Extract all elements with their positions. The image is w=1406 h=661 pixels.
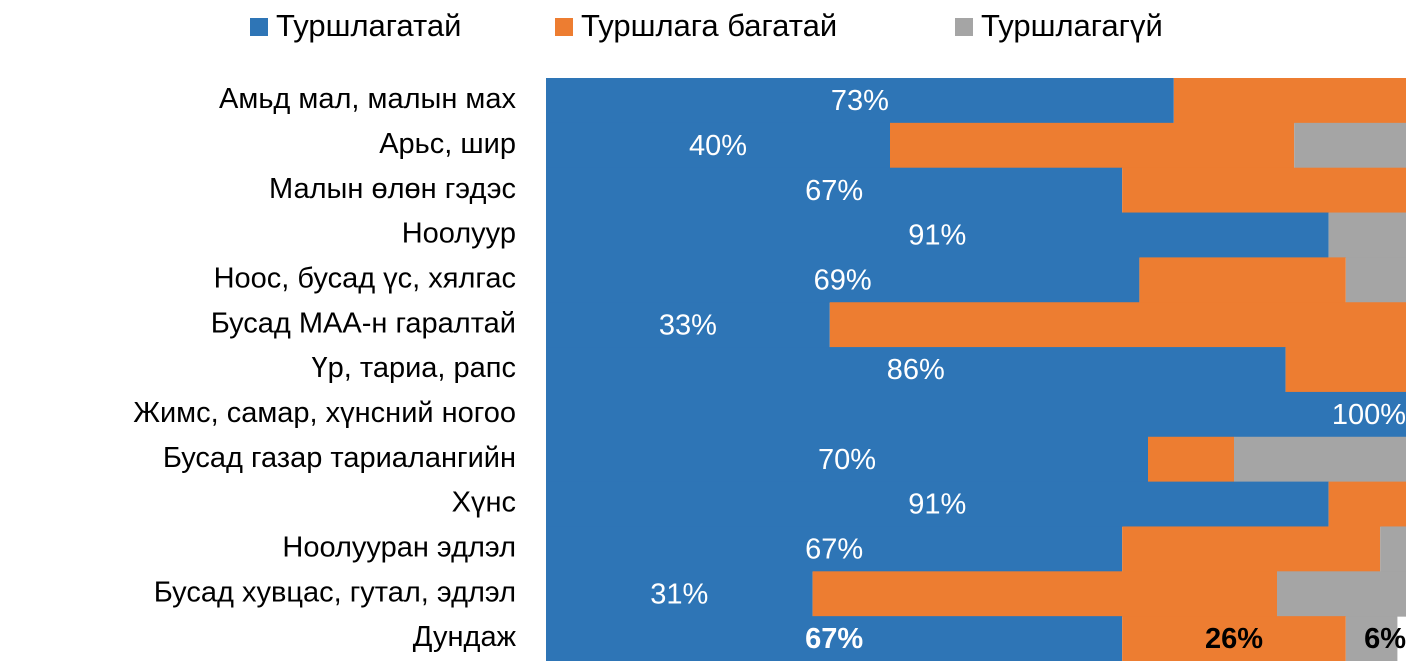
bar-segment — [1277, 571, 1406, 617]
bar-segment — [1148, 436, 1234, 483]
legend-label: Туршлага багатай — [581, 8, 837, 43]
bar-segment — [1173, 78, 1406, 124]
value-label: 73% — [831, 85, 889, 117]
legend-label: Туршлагагүй — [981, 8, 1163, 43]
bar-segment — [1328, 481, 1406, 527]
bar-segment — [546, 122, 890, 169]
value-label: 100% — [1332, 399, 1406, 431]
value-label: 86% — [887, 354, 945, 386]
bar-segment — [890, 122, 1295, 169]
legend-swatch — [555, 18, 573, 36]
bar-segment — [1380, 526, 1406, 572]
value-label: 6% — [1364, 623, 1406, 655]
bar-segment — [1139, 257, 1346, 303]
category-label: Бусад МАА-н гаралтай — [211, 307, 516, 339]
bar-segment — [829, 302, 1406, 348]
value-label: 67% — [805, 534, 863, 566]
bar-segment — [1234, 436, 1406, 483]
value-label: 70% — [818, 444, 876, 476]
category-label: Хүнс — [452, 487, 516, 519]
legend-swatch — [250, 18, 268, 36]
category-label: Бусад хувцас, гутал, эдлэл — [154, 576, 516, 608]
bar-segment — [1285, 347, 1406, 393]
category-label: Ноолуур — [402, 218, 516, 250]
category-label: Амьд мал, малын мах — [219, 83, 516, 115]
value-label: 33% — [659, 309, 717, 341]
category-label: Ноос, бусад үс, хялгас — [214, 262, 516, 294]
bar-segment — [546, 257, 1140, 303]
bar-segment — [546, 347, 1286, 393]
bar-segment — [546, 391, 1406, 438]
bar-segment — [1122, 616, 1346, 661]
bar-segment — [546, 616, 1123, 661]
bar-segment — [546, 571, 813, 617]
bar-segment — [546, 481, 1329, 527]
category-label: Ноолууран эдлэл — [282, 532, 516, 564]
bar-segment — [1345, 257, 1406, 303]
bar-segment — [546, 167, 1123, 214]
category-label: Бусад газар тариалангийн — [163, 442, 516, 474]
legend-swatch — [955, 18, 973, 36]
category-label: Үр, тариа, рапс — [312, 352, 517, 384]
value-label: 69% — [814, 264, 872, 296]
legend-label: Туршлагатай — [276, 8, 461, 43]
value-label: 67% — [805, 175, 863, 207]
bar-segment — [812, 571, 1277, 617]
bar-segment — [546, 78, 1174, 124]
bar-segment — [546, 526, 1123, 572]
bar-segment — [1345, 616, 1398, 661]
bar-segment — [1122, 167, 1406, 214]
value-label: 40% — [689, 130, 747, 162]
value-label: 67% — [805, 623, 863, 655]
bar-segment — [1294, 122, 1406, 169]
category-label: Арьс, шир — [379, 128, 516, 160]
bar-segment — [1328, 212, 1406, 258]
value-label: 31% — [650, 578, 708, 610]
category-label: Дундаж — [413, 621, 517, 653]
bar-segment — [546, 302, 830, 348]
category-label: Жимс, самар, хүнсний ногоо — [133, 397, 516, 429]
value-label: 91% — [908, 489, 966, 521]
value-label: 91% — [908, 220, 966, 252]
bar-segment — [1122, 526, 1381, 572]
bar-segment — [546, 436, 1148, 483]
bar-segment — [546, 212, 1329, 258]
value-label: 26% — [1205, 623, 1263, 655]
category-label: Малын өлөн гэдэс — [269, 173, 516, 205]
